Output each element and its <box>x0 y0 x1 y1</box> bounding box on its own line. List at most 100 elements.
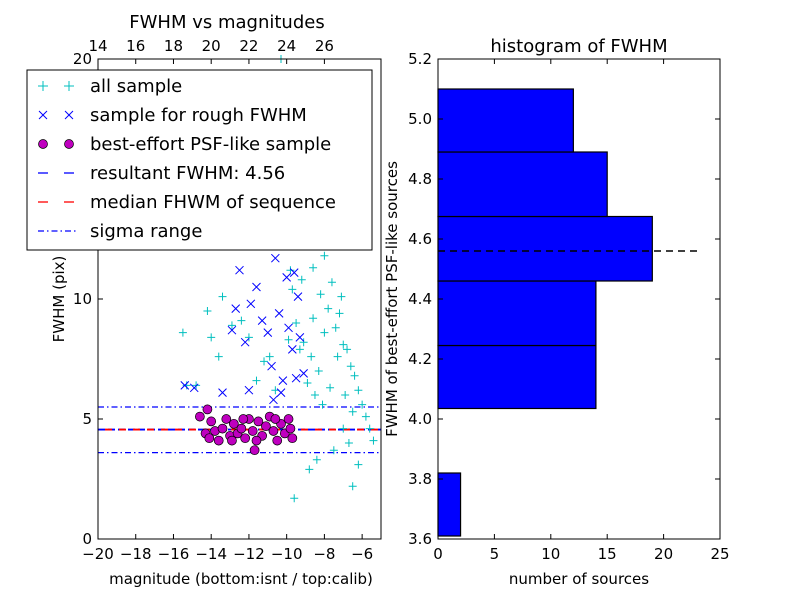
point-0-35 <box>354 386 363 395</box>
point-1-2 <box>218 388 227 397</box>
x-tick-label-3: −14 <box>195 545 227 563</box>
x-tick-label-1: −18 <box>120 545 152 563</box>
histogram-bar-1 <box>437 344 597 410</box>
point-2-1 <box>202 404 213 415</box>
point-0-33 <box>346 362 355 371</box>
point-2-2 <box>206 416 217 427</box>
top-tick-label-5: 24 <box>277 37 296 55</box>
point-0-1 <box>182 381 191 390</box>
point-0-30 <box>335 309 344 318</box>
point-0-26 <box>320 251 329 260</box>
point-2-16 <box>249 445 260 456</box>
point-1-15 <box>282 273 292 282</box>
point-1-10 <box>263 328 273 337</box>
top-tick-label-4: 22 <box>239 37 258 55</box>
series-0 <box>178 55 378 503</box>
point-0-28 <box>327 278 336 287</box>
point-2-0 <box>195 411 205 422</box>
point-2-25 <box>283 414 294 424</box>
point-1-6 <box>240 337 250 347</box>
point-1-28 <box>276 388 286 397</box>
top-tick-label-0: 14 <box>88 37 107 55</box>
series-2 <box>195 404 298 456</box>
histogram-x-label: number of sources <box>509 570 649 588</box>
point-1-3 <box>227 325 237 335</box>
point-0-4 <box>207 333 216 342</box>
point-0-20 <box>297 275 306 284</box>
point-0-39 <box>369 436 378 445</box>
point-1-4 <box>235 265 244 275</box>
point-2-12 <box>236 423 247 434</box>
point-1-0 <box>180 381 190 390</box>
legend-box <box>26 69 373 251</box>
scatter-y-label: FWHM (pix) <box>50 256 68 343</box>
point-1-19 <box>289 268 299 277</box>
hy-tick-label-3: 4.2 <box>408 350 432 368</box>
hy-tick-label-8: 5.2 <box>408 50 432 68</box>
point-1-8 <box>252 282 261 292</box>
point-0-40 <box>292 319 301 327</box>
point-0-57 <box>290 494 299 503</box>
hx-tick-label-4: 20 <box>654 545 673 563</box>
point-0-25 <box>316 290 325 299</box>
point-2-19 <box>261 421 271 432</box>
point-0-41 <box>299 338 308 347</box>
hy-tick-label-2: 4.0 <box>408 410 432 428</box>
point-2-17 <box>253 416 264 427</box>
legend-entry-psf-sample: best-effort PSF-like sample <box>38 134 331 155</box>
point-2-27 <box>287 433 298 444</box>
point-1-12 <box>270 253 280 263</box>
y-tick-label-2: 10 <box>73 290 92 308</box>
hx-tick-label-2: 10 <box>541 545 560 563</box>
point-0-50 <box>348 407 357 416</box>
point-1-18 <box>287 345 297 354</box>
hx-tick-label-1: 5 <box>490 545 500 563</box>
point-1-5 <box>231 304 241 313</box>
scatter-panel: FWHM vs magnitudes −20 −18 −16 −14 −12 −10 −8−… <box>26 12 382 588</box>
legend-label-sigma-range: sigma range <box>90 221 202 242</box>
histogram-y-label: FWHM of best-effort PSF-like sources <box>383 161 401 437</box>
legend-entry-median-fwhm: median FHWM of sequence <box>38 192 336 213</box>
point-0-61 <box>337 292 346 301</box>
histogram-bar-4 <box>437 151 608 218</box>
histogram-title: histogram of FWHM <box>490 36 667 57</box>
histogram-bar-2 <box>437 280 597 347</box>
point-0-38 <box>365 424 374 433</box>
legend-label-rough-sample: sample for rough FWHM <box>90 105 307 126</box>
x-tick-label-2: −16 <box>158 545 190 563</box>
x-tick-label-0: −20 <box>82 545 114 563</box>
point-2-21 <box>268 426 279 436</box>
x-tick-label-7: −6 <box>351 545 373 563</box>
point-2-30 <box>270 414 281 424</box>
legend-label-median-fwhm: median FHWM of sequence <box>90 192 336 213</box>
point-0-55 <box>354 460 363 469</box>
point-1-1 <box>189 383 199 393</box>
legend-entry-sigma-range: sigma range <box>38 221 202 242</box>
point-0-11 <box>260 357 269 366</box>
point-0-3 <box>203 307 212 315</box>
point-0-9 <box>244 333 253 342</box>
histogram-bar-0 <box>437 472 462 537</box>
point-1-21 <box>293 292 303 301</box>
scatter-y-ticks: 0 5 10 20 <box>73 50 103 548</box>
point-0-23 <box>309 263 318 272</box>
legend-entry-all-sample: all sample <box>38 76 182 97</box>
point-0-10 <box>252 376 261 385</box>
point-0-32 <box>343 345 352 354</box>
hx-tick-label-0: 0 <box>433 545 443 563</box>
hy-tick-label-0: 3.6 <box>408 530 432 548</box>
point-1-31 <box>269 395 278 405</box>
legend-label-all-sample: all sample <box>90 76 182 97</box>
point-0-47 <box>326 383 335 392</box>
point-0-12 <box>265 352 274 361</box>
histogram-y-ticks: 3.6 3.8 4.0 4.2 4.4 4.6 4.8 5.0 5.2 <box>408 50 720 548</box>
point-0-64 <box>309 314 318 323</box>
point-0-52 <box>344 439 353 447</box>
point-1-9 <box>257 316 267 325</box>
scatter-x-ticks: −20 −18 −16 −14 −12 −10 −8 −6 <box>82 534 373 563</box>
point-0-53 <box>329 446 338 455</box>
hy-tick-label-1: 3.8 <box>408 470 432 488</box>
point-0-59 <box>295 345 304 354</box>
scatter-title: FWHM vs magnitudes <box>129 12 324 33</box>
legend-label-resultant-fwhm: resultant FWHM: 4.56 <box>90 163 285 184</box>
